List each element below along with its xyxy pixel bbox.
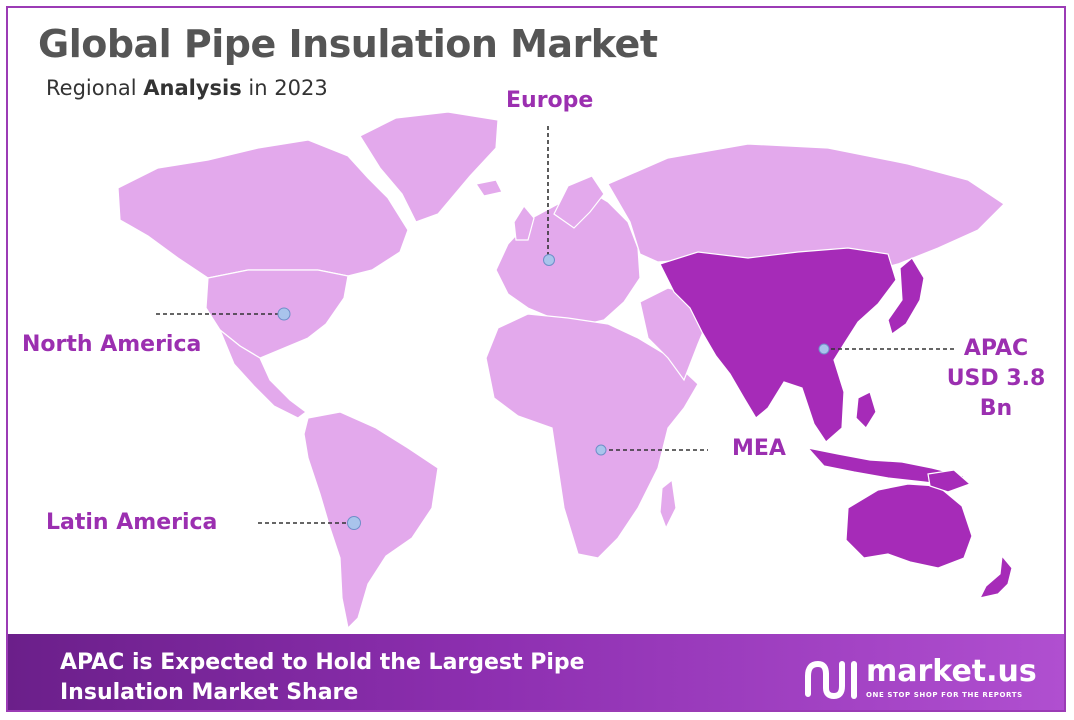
brand-tagline: ONE STOP SHOP FOR THE REPORTS: [866, 691, 1023, 699]
label-apac-block: APAC USD 3.8 Bn: [928, 334, 1064, 424]
market-us-logo-icon: [805, 660, 857, 700]
papua-new-guinea: [927, 469, 972, 493]
marker-north-america: [277, 307, 291, 321]
label-apac-value: USD 3.8 Bn: [946, 366, 1046, 421]
south-america: [303, 411, 439, 630]
japan: [887, 257, 925, 335]
footer-banner: [8, 634, 1064, 710]
label-north-america: North America: [22, 332, 202, 357]
marker-latin-america: [347, 516, 361, 530]
madagascar: [659, 478, 677, 530]
australia: [845, 483, 973, 569]
new-zealand: [978, 554, 1013, 599]
subtitle-prefix: Regional: [46, 76, 144, 100]
brand-logo: market.us ONE STOP SHOP FOR THE REPORTS: [800, 654, 1050, 704]
label-mea: MEA: [732, 436, 786, 461]
label-europe: Europe: [506, 88, 594, 113]
marker-apac: [818, 343, 830, 355]
marker-europe: [543, 254, 555, 266]
north-asia: [607, 143, 1005, 273]
subtitle-bold: Analysis: [143, 76, 242, 100]
iceland: [475, 179, 503, 197]
page-title: Global Pipe Insulation Market: [38, 22, 658, 66]
banner-text: APAC is Expected to Hold the Largest Pip…: [60, 650, 585, 705]
canada-alaska: [117, 139, 409, 279]
africa: [485, 313, 699, 559]
apac-mainland: [659, 247, 897, 443]
scandinavia: [553, 175, 605, 229]
label-apac: APAC: [963, 336, 1029, 361]
infographic-frame: Global Pipe Insulation Market Regional A…: [6, 6, 1066, 712]
central-america: [218, 328, 307, 419]
greenland: [359, 111, 499, 223]
world-map: [117, 111, 1013, 630]
leader-lines: [156, 126, 954, 530]
uk: [513, 204, 535, 241]
marker-mea: [595, 444, 607, 456]
brand-name: market.us: [866, 654, 1037, 689]
subtitle-suffix: in 2023: [241, 76, 328, 100]
label-latin-america: Latin America: [46, 510, 218, 535]
philippines: [855, 391, 877, 429]
page-subtitle: Regional Analysis in 2023: [46, 76, 328, 100]
